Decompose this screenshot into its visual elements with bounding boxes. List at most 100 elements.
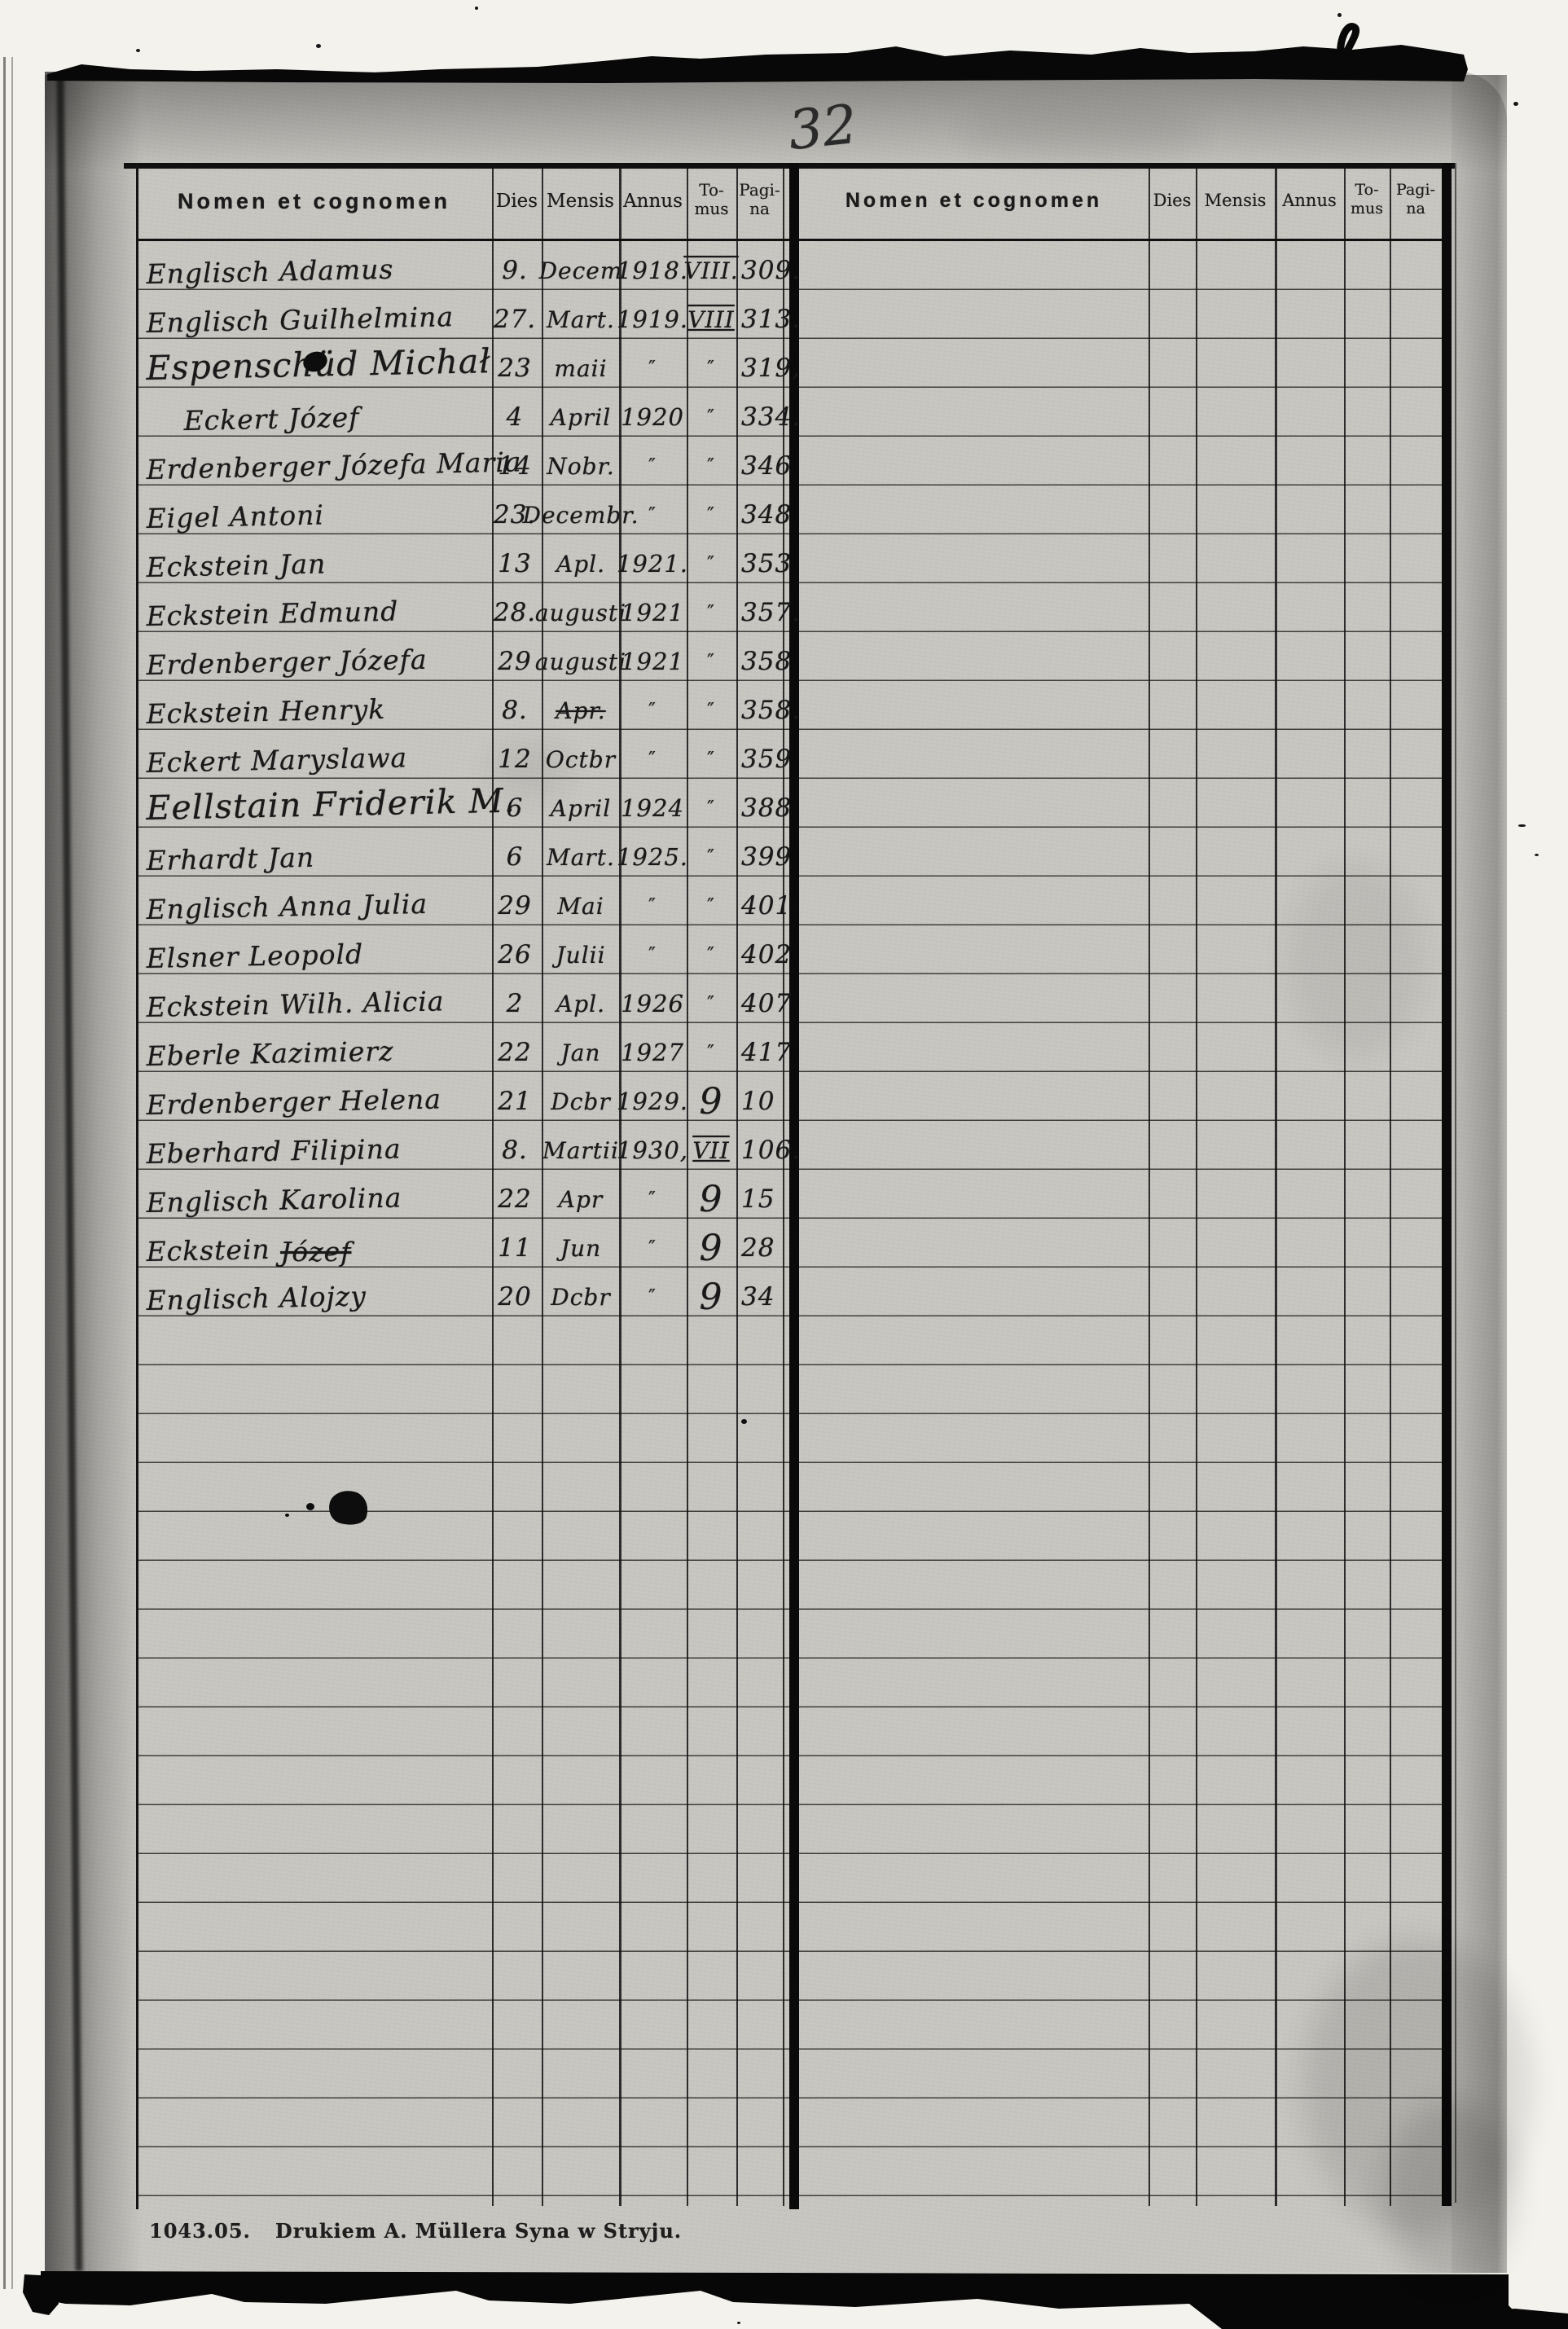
cell-pagina: 399 (741, 842, 793, 872)
cell-dies: 23. (493, 500, 537, 530)
cell-pagina: 334. (741, 402, 802, 432)
cell-dies: 12 (498, 745, 532, 774)
table-left-border (136, 163, 138, 2209)
cell-name: Eckert Maryslawa (146, 741, 408, 779)
stain (1287, 863, 1425, 1059)
cell-annus: ″ (648, 894, 657, 917)
stain (961, 106, 1206, 163)
cell-mensis: Jan (560, 1039, 601, 1066)
cell-annus: 1924 (621, 794, 684, 822)
header-nomen-right: Nomen et cognomen (845, 189, 1103, 212)
cell-tomus: 9 (699, 1178, 723, 1220)
column-rule (492, 163, 494, 2206)
cell-pagina: 10 (741, 1087, 775, 1116)
cell-dies: 6 (506, 842, 524, 872)
printer-imprint: 1043.05. Drukiem A. Müllera Syna w Stryju… (149, 2219, 682, 2243)
cell-annus: 1925. (616, 843, 689, 871)
cell-pagina: 359 (741, 745, 793, 774)
cell-pagina: 357. (741, 598, 802, 627)
cell-dies: 22 (498, 1184, 532, 1214)
header-tomus-left: To-mus (694, 180, 729, 218)
cell-dies: 27. (493, 305, 537, 334)
stain (1303, 1939, 1531, 2232)
column-rule (619, 163, 621, 2206)
column-rule (687, 163, 688, 2206)
cell-dies: 22 (498, 1038, 532, 1067)
cell-name: Eberhard Filipina (146, 1132, 402, 1170)
cell-annus: 1926 (621, 990, 684, 1017)
header-mensis-left: Mensis (547, 191, 614, 212)
cell-name: Erdenberger Józefa (146, 643, 428, 681)
cell-dies: 26 (498, 940, 532, 969)
column-rule (736, 163, 738, 2206)
cell-dies: 21 (498, 1087, 532, 1116)
cell-pagina: 401 (741, 891, 793, 921)
cell-annus: ″ (648, 455, 657, 477)
cell-mensis: Apr (558, 1185, 604, 1213)
cell-mensis: Apl. (556, 550, 605, 578)
column-rule (542, 163, 543, 2206)
torn-bottom-edge (23, 2271, 1568, 2329)
cell-mensis: Martii (542, 1136, 619, 1164)
cell-pagina: 28 (741, 1233, 775, 1263)
cell-name: Eckstein Wilh. Alicia (146, 985, 445, 1023)
cell-name: Englisch Adamus (146, 253, 394, 290)
cell-dies: 2 (506, 989, 524, 1018)
cell-mensis: Dcbr (551, 1283, 611, 1311)
cell-annus: ″ (648, 357, 657, 380)
column-rule (1149, 163, 1150, 2206)
column-rule (1390, 163, 1391, 2206)
spine-crease (56, 77, 83, 2272)
cell-name: Erdenberger Józefa Maria (146, 446, 522, 486)
cell-tomus: ″ (707, 455, 715, 477)
cell-pagina: 358. (741, 696, 802, 725)
cell-dies: 14 (498, 451, 532, 481)
cell-mensis: maii (554, 354, 608, 382)
cell-dies: 29 (498, 647, 532, 676)
cell-name: Erdenberger Helena (146, 1083, 442, 1121)
cell-pagina: 388 (741, 793, 793, 823)
cell-pagina: 106. (741, 1136, 802, 1165)
header-pagina-right: Pagi-na (1396, 181, 1435, 218)
dust-speck (475, 7, 478, 10)
cell-annus: ″ (648, 1237, 657, 1259)
cell-mensis: Decem (538, 257, 623, 284)
cell-pagina: 313. (741, 305, 802, 334)
cell-dies: 8. (502, 1136, 528, 1165)
header-annus-left: Annus (623, 191, 683, 212)
stain (489, 741, 570, 798)
cell-annus: 1919. (616, 305, 689, 333)
cell-pagina: 402 (741, 940, 793, 969)
cell-tomus: ″ (707, 406, 715, 428)
cell-mensis: Mai (557, 892, 604, 920)
cell-tomus: ″ (707, 992, 715, 1015)
dust-speck (1513, 102, 1518, 106)
cell-tomus: ″ (707, 943, 715, 966)
cell-pagina: 34 (741, 1282, 775, 1312)
cell-mensis: Julii (556, 941, 606, 969)
cell-annus: ″ (648, 1285, 657, 1308)
cell-dies: 29 (498, 891, 532, 921)
cell-annus: 1929. (616, 1088, 689, 1115)
ink-dot (306, 1503, 314, 1510)
cell-annus: 1920 (621, 403, 684, 431)
cell-dies: 4 (506, 402, 524, 432)
cell-tomus: ″ (707, 797, 715, 820)
cell-mensis: April (550, 794, 612, 822)
column-rule (1275, 163, 1277, 2206)
cell-mensis: Apr. (556, 697, 606, 724)
cell-dies: 8. (502, 696, 528, 725)
header-tomus-right: To-mus (1350, 181, 1383, 218)
cell-pagina: 319, (741, 354, 802, 383)
cell-tomus: ″ (707, 601, 715, 624)
cell-dies: 9. (502, 256, 528, 285)
cell-pagina: 358 (741, 647, 793, 676)
dust-speck (316, 44, 321, 48)
cell-tomus: ″ (707, 552, 715, 575)
cell-mensis: augusti (534, 648, 627, 675)
cell-name: Englisch Karolina (146, 1181, 402, 1219)
cell-pagina: 346 (741, 451, 793, 481)
cell-pagina: 15 (741, 1184, 775, 1214)
cell-pagina: 417 (741, 1038, 793, 1067)
cell-dies: 20 (498, 1282, 532, 1312)
